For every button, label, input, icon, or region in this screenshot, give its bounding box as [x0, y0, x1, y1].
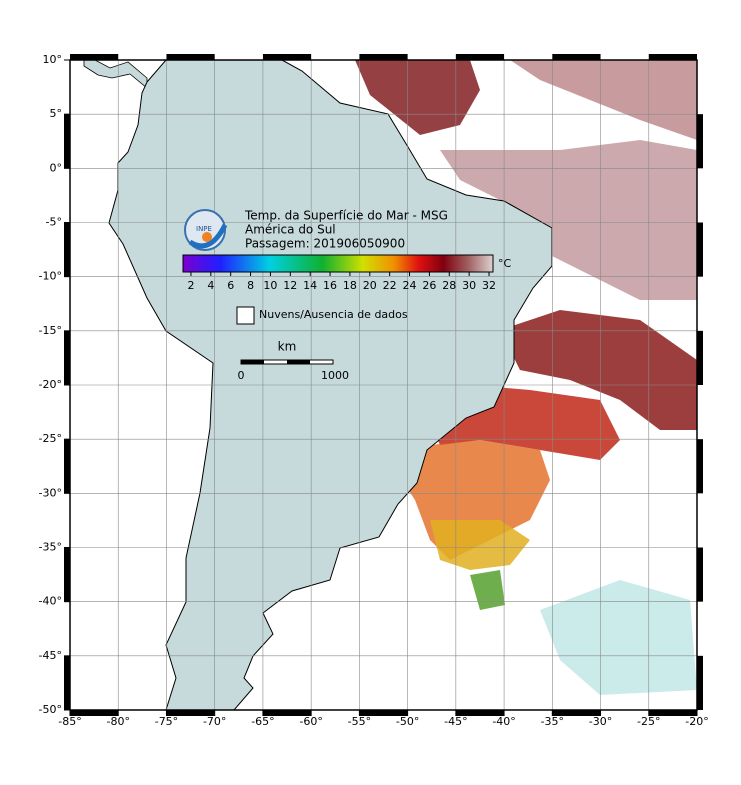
colorbar-tick-label: 6	[227, 279, 234, 292]
x-tick-label: -45°	[444, 715, 467, 728]
colorbar-tick-label: 4	[207, 279, 214, 292]
border-segment	[697, 655, 703, 710]
sst-region	[470, 570, 505, 610]
sst-region	[510, 60, 697, 140]
border-segment	[552, 710, 601, 716]
x-tick-label: -20°	[685, 715, 708, 728]
y-tick-label: -20°	[39, 378, 62, 391]
legend-swatch	[236, 306, 255, 325]
border-segment	[697, 114, 703, 169]
frame-border	[64, 54, 703, 716]
x-tick-label: -60°	[299, 715, 322, 728]
border-segment	[166, 54, 215, 60]
colorbar-tick-label: 16	[323, 279, 337, 292]
scale-bar: km 0 1000	[238, 340, 350, 383]
title-line: Passagem: 201906050900	[245, 237, 405, 251]
border-segment	[359, 54, 408, 60]
x-tick-label: -30°	[589, 715, 612, 728]
x-tick-label: -50°	[396, 715, 419, 728]
title-line: Temp. da Superfície do Mar - MSG	[244, 209, 448, 223]
border-segment	[64, 114, 70, 169]
border-segment	[166, 710, 215, 716]
colorbar-tick-label: 18	[343, 279, 357, 292]
colorbar-tick-label: 2	[187, 279, 194, 292]
border-segment	[455, 54, 505, 60]
border-segment	[648, 54, 697, 60]
colorbar-tick-label: 12	[283, 279, 297, 292]
border-segment	[697, 439, 703, 494]
border-segment	[648, 710, 697, 716]
colorbar-tick-label: 10	[263, 279, 277, 292]
colorbar-tick-label: 14	[303, 279, 317, 292]
y-tick-label: -50°	[39, 703, 62, 716]
x-tick-label: -80°	[106, 715, 129, 728]
colorbar-tick-label: 28	[442, 279, 456, 292]
border-segment	[697, 222, 703, 277]
border-segment	[64, 222, 70, 277]
legend-label: Nuvens/Ausencia de dados	[259, 308, 408, 321]
border-segment	[70, 54, 119, 60]
sst-region	[500, 310, 697, 430]
border-segment	[64, 439, 70, 494]
logo: INPE	[184, 209, 228, 251]
sst-region	[540, 580, 697, 695]
y-tick-label: -10°	[39, 270, 62, 283]
sst-region	[430, 520, 530, 570]
border-segment	[697, 330, 703, 385]
colorbar-tick-label: 32	[482, 279, 496, 292]
border-segment	[64, 547, 70, 602]
border-segment	[64, 330, 70, 385]
y-tick-label: -35°	[39, 541, 62, 554]
border-segment	[70, 710, 119, 716]
border-segment	[64, 655, 70, 710]
colorbar-tick-label: 8	[247, 279, 254, 292]
border-segment	[262, 54, 312, 60]
y-tick-label: -30°	[39, 486, 62, 499]
border-segment	[552, 54, 601, 60]
scale-label: 0	[238, 369, 245, 382]
colorbar-tick-label: 30	[462, 279, 476, 292]
y-tick-label: 10°	[43, 53, 63, 66]
x-tick-label: -25°	[637, 715, 660, 728]
y-tick-label: 0°	[50, 161, 63, 174]
x-tick-label: -35°	[541, 715, 564, 728]
title-line: América do Sul	[245, 223, 336, 237]
logo-text: INPE	[196, 225, 212, 233]
y-tick-label: -5°	[46, 216, 62, 229]
border-segment	[262, 710, 312, 716]
colorbar-tick-label: 20	[363, 279, 377, 292]
y-tick-label: -40°	[39, 595, 62, 608]
colorbar-unit: °C	[498, 257, 512, 270]
scale-label: 1000	[321, 369, 349, 382]
colorbar-tick-label: 26	[422, 279, 436, 292]
colorbar-tick-label: 22	[383, 279, 397, 292]
border-segment	[697, 547, 703, 602]
sst-region	[355, 60, 480, 135]
sea-surface	[70, 60, 697, 710]
x-tick-label: -40°	[492, 715, 515, 728]
y-tick-label: 5°	[50, 107, 63, 120]
x-tick-label: -55°	[348, 715, 371, 728]
graticule	[70, 60, 697, 710]
x-tick-label: -70°	[203, 715, 226, 728]
y-tick-label: -15°	[39, 324, 62, 337]
x-tick-label: -75°	[155, 715, 178, 728]
colorbar-tick-label: 24	[403, 279, 417, 292]
y-tick-label: -25°	[39, 432, 62, 445]
x-tick-label: -65°	[251, 715, 274, 728]
y-tick-label: -45°	[39, 649, 62, 662]
border-segment	[359, 710, 408, 716]
x-tick-label: -85°	[58, 715, 81, 728]
colorbar-ticks: 2 4 6 8 10 12 14 16 18 20 22 24 26 28 30 32	[187, 272, 496, 292]
border-segment	[455, 710, 505, 716]
scale-unit: km	[278, 340, 297, 354]
colorbar	[182, 254, 494, 273]
